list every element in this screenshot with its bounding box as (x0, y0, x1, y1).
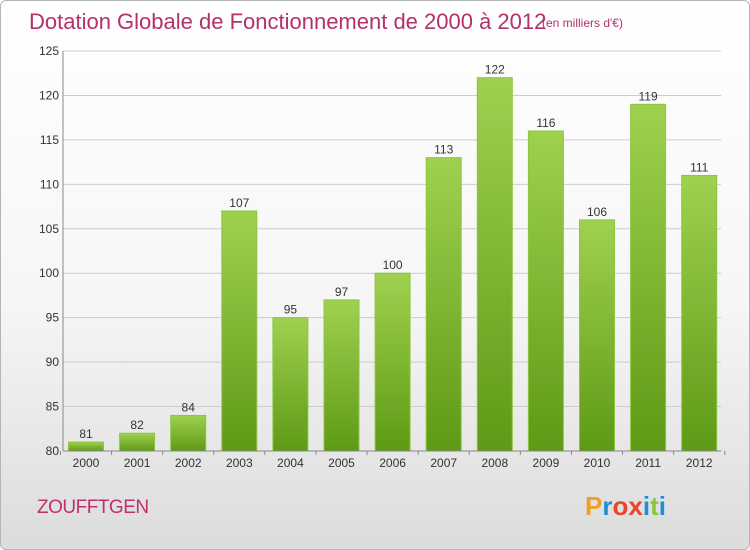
axes (59, 51, 726, 455)
value-label: 111 (690, 160, 709, 174)
value-label: 107 (229, 196, 249, 210)
value-label: 119 (639, 89, 658, 103)
value-label: 113 (434, 143, 453, 157)
value-label: 106 (587, 205, 607, 219)
bar-2004 (272, 317, 309, 452)
x-tick-label: 2006 (379, 456, 406, 470)
y-tick-label: 95 (46, 311, 60, 325)
bar-2012 (681, 174, 718, 452)
logo-letter: o (612, 491, 629, 521)
value-label: 122 (485, 63, 505, 77)
x-tick-label: 2003 (226, 456, 253, 470)
x-tick-label: 2009 (533, 456, 560, 470)
x-tick-label: 2001 (124, 456, 151, 470)
y-tick-label: 125 (39, 44, 59, 58)
bar-2007 (425, 157, 462, 452)
x-tick-label: 2005 (328, 456, 355, 470)
x-tick-label: 2004 (277, 456, 304, 470)
y-tick-label: 85 (46, 400, 60, 414)
x-tick-label: 2011 (635, 456, 661, 470)
x-tick-label: 2007 (430, 456, 457, 470)
bars (68, 77, 718, 452)
y-tick-label: 100 (39, 266, 59, 280)
bar-2010 (579, 219, 615, 452)
y-tick-label: 90 (46, 355, 60, 369)
value-label: 81 (79, 427, 93, 441)
value-label: 95 (284, 303, 298, 317)
logo-letter: x (628, 491, 643, 521)
bar-2003 (221, 210, 258, 452)
value-label: 82 (130, 418, 144, 432)
chart-subtitle: (en milliers d'€) (542, 16, 623, 30)
x-tick-label: 2008 (481, 456, 508, 470)
logo-letter: i (658, 491, 666, 521)
x-tick-label: 2000 (73, 456, 100, 470)
bar-2000 (68, 441, 104, 452)
bar-2011 (630, 103, 667, 452)
y-tick-label: 115 (40, 133, 59, 147)
labels: 80 85 90 95 100 105 110 115 120 125 2000 81 2001 82 20… (39, 44, 713, 470)
logo-letter: i (642, 491, 651, 521)
commune-name: ZOUFFTGEN (37, 497, 149, 518)
y-tick-label: 80 (46, 444, 60, 458)
proxiti-logo: Proxiti (585, 491, 666, 522)
bar-2005 (323, 299, 360, 452)
x-tick-label: 2012 (686, 456, 713, 470)
chart-title: Dotation Globale de Fonctionnement de 20… (29, 9, 547, 34)
bar-2008 (476, 77, 513, 452)
value-label: 116 (536, 116, 555, 130)
x-tick-label: 2010 (584, 456, 611, 470)
x-tick-label: 2002 (175, 456, 202, 470)
logo-letter: P (585, 491, 603, 521)
bar-2009 (527, 130, 564, 452)
logo-letter: r (602, 491, 613, 521)
bar-2001 (119, 432, 156, 452)
value-label: 97 (335, 285, 349, 299)
logo-letter: t (650, 491, 659, 521)
y-tick-label: 120 (39, 88, 59, 102)
y-tick-label: 110 (40, 177, 59, 191)
bar-2002 (170, 414, 207, 452)
value-label: 84 (182, 400, 196, 414)
bar-2006 (374, 272, 411, 452)
y-tick-label: 105 (39, 222, 59, 236)
value-label: 100 (383, 258, 403, 272)
